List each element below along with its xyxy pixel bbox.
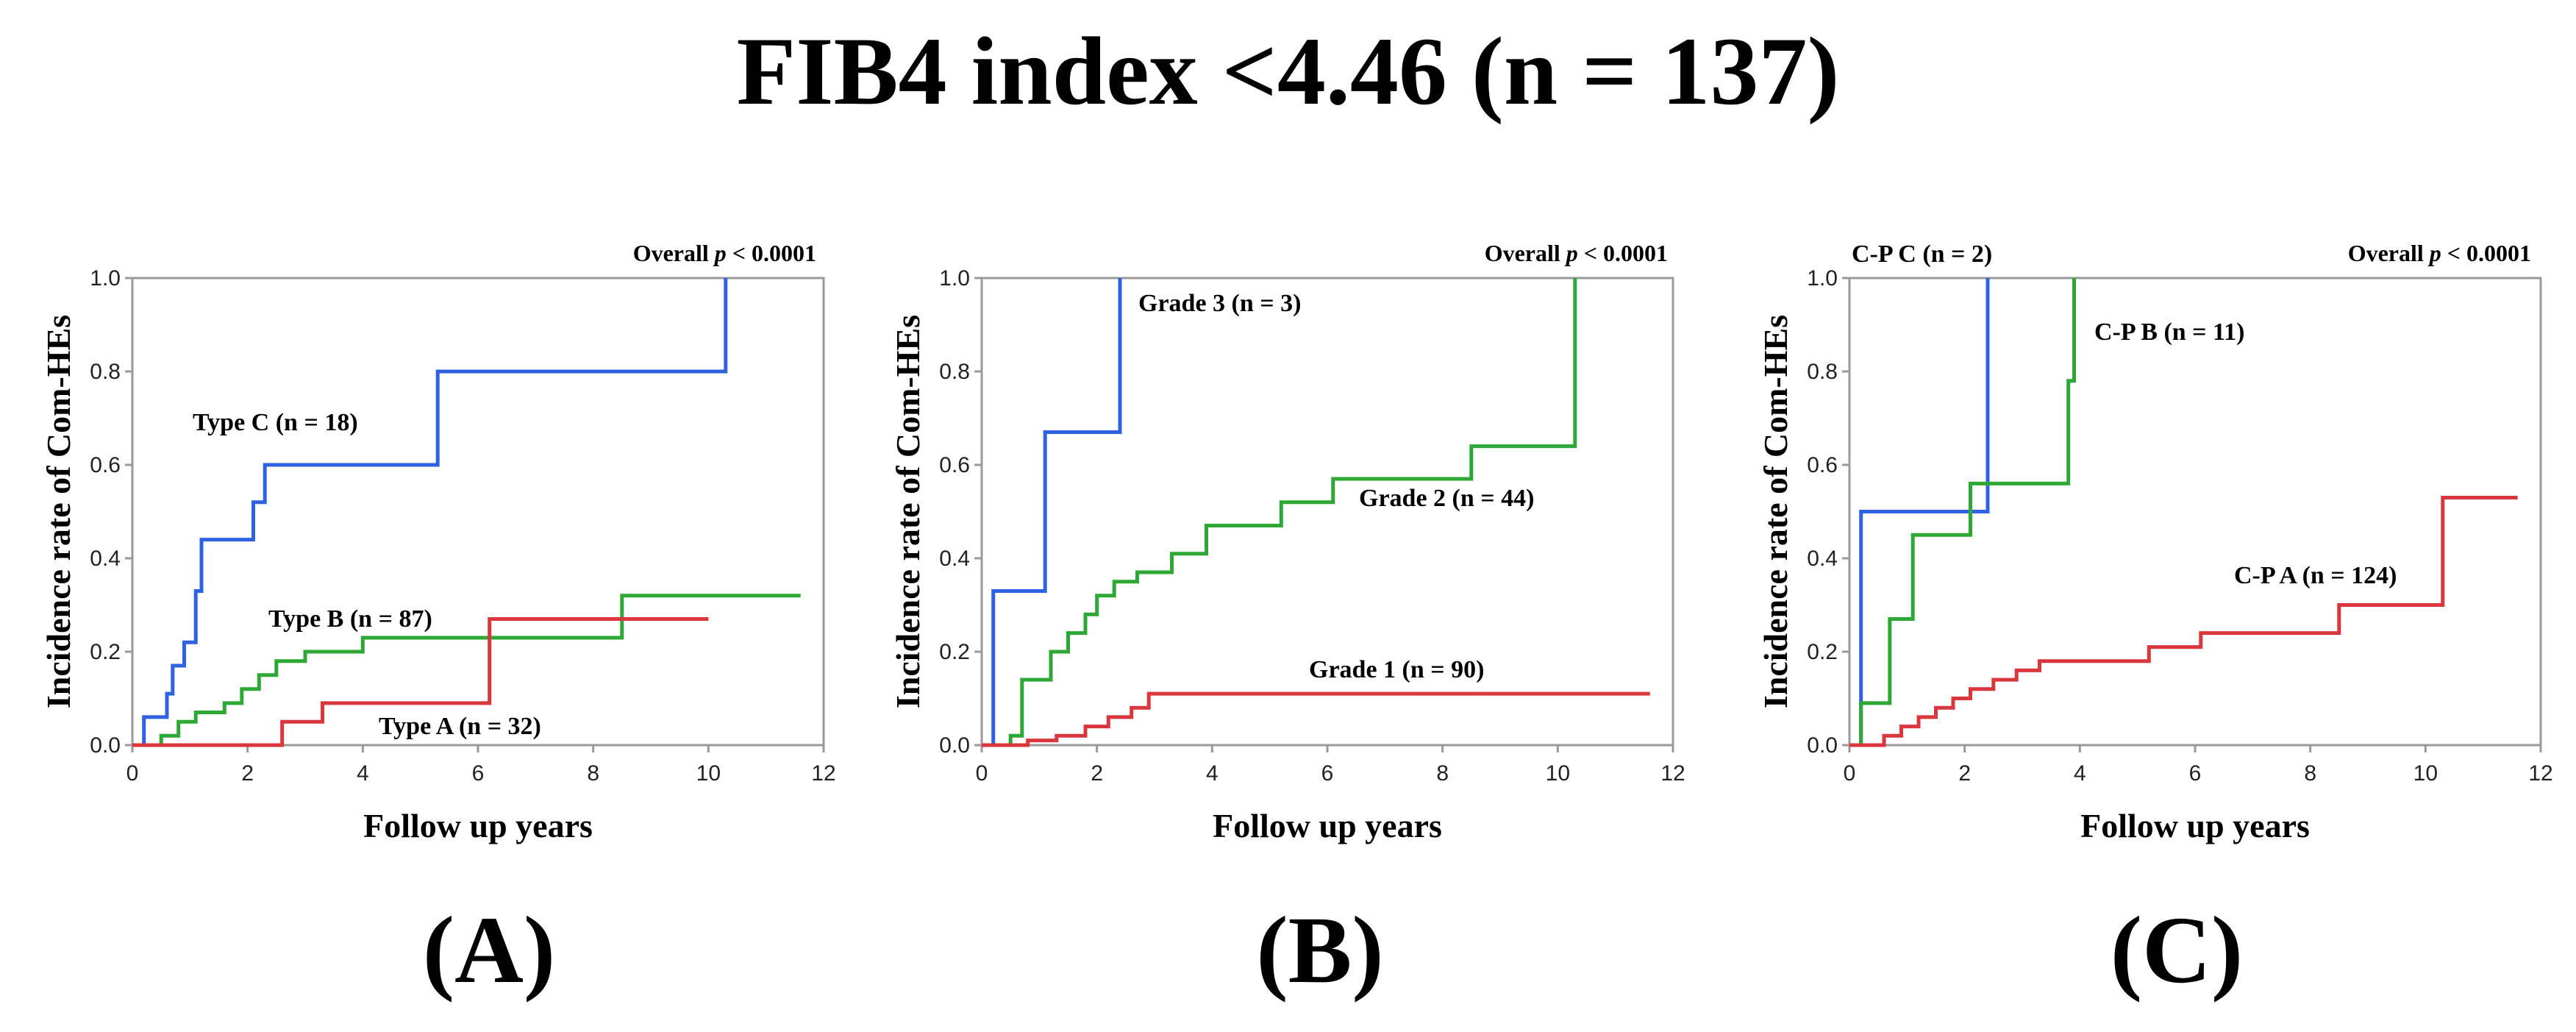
x-tick-label: 8: [1436, 761, 1449, 786]
y-tick-label: 0.6: [939, 453, 970, 477]
x-tick-label: 10: [2413, 761, 2438, 786]
y-tick-label: 0.6: [1807, 453, 1838, 477]
panel-c: 0.0 0.2 0.4 0.6 0.8 1.0 0 2 4 6 8 10 12 Follow up yea…: [1757, 240, 2553, 1003]
x-tick-label: 6: [1321, 761, 1334, 786]
y-tick-label: 0.0: [90, 733, 121, 758]
series-line-green: [1855, 278, 2076, 747]
y-tick-label: 0.2: [1807, 640, 1838, 664]
p-value-label: Overall p < 0.0001: [1485, 240, 1668, 266]
x-tick-label: 8: [2304, 761, 2316, 786]
y-tick-label: 0.0: [939, 733, 970, 758]
y-axis-label: Incidence rate of Com-HEs: [40, 315, 77, 708]
p-value-label: Overall p < 0.0001: [633, 240, 816, 266]
series-line-green: [987, 278, 1577, 747]
y-axis-label: Incidence rate of Com-HEs: [1757, 315, 1794, 708]
y-tick-label: 1.0: [90, 266, 121, 291]
x-axis-label: Follow up years: [2080, 807, 2310, 844]
series-label: Grade 3 (n = 3): [1138, 290, 1301, 317]
series-label: Type A (n = 32): [379, 713, 541, 740]
y-tick-label: 0.8: [939, 360, 970, 384]
series-line-red: [1849, 496, 2518, 747]
x-tick-label: 12: [2528, 761, 2552, 786]
series-line-blue: [991, 278, 1122, 745]
series-line-red: [132, 617, 709, 747]
y-tick-label: 0.6: [90, 453, 121, 477]
series-line-green: [143, 594, 801, 747]
x-axis-label: Follow up years: [363, 807, 593, 844]
y-tick-label: 1.0: [1807, 266, 1838, 291]
y-tick-label: 0.2: [90, 640, 121, 664]
series-line-red: [982, 691, 1650, 747]
x-tick-label: 10: [696, 761, 721, 786]
panel-letter: (C): [2111, 897, 2243, 1003]
series-label: Type B (n = 87): [268, 605, 432, 633]
plot-frame: [131, 277, 825, 747]
x-tick-label: 6: [2189, 761, 2202, 786]
x-tick-label: 2: [1091, 761, 1103, 786]
figure-title: FIB4 index <4.46 (n = 137): [736, 17, 1840, 125]
x-tick-label: 0: [1844, 761, 1856, 786]
p-value-label: Overall p < 0.0001: [2348, 240, 2531, 266]
x-tick-label: 10: [1546, 761, 1570, 786]
series-label: Type C (n = 18): [193, 409, 358, 436]
y-tick-label: 0.2: [939, 640, 970, 664]
series-label: C-P B (n = 11): [2094, 319, 2245, 346]
series-line-blue: [138, 278, 728, 747]
x-tick-label: 8: [587, 761, 599, 786]
y-tick-label: 0.0: [1807, 733, 1838, 758]
x-tick-label: 2: [1958, 761, 1971, 786]
x-tick-label: 4: [357, 761, 369, 786]
panel-letter: (A): [423, 897, 555, 1003]
x-tick-label: 4: [1206, 761, 1219, 786]
x-tick-label: 12: [1660, 761, 1685, 786]
y-tick-label: 0.4: [1807, 547, 1838, 571]
x-tick-label: 6: [472, 761, 485, 786]
x-tick-label: 12: [811, 761, 835, 786]
x-axis-label: Follow up years: [1213, 807, 1442, 844]
series-label: Grade 1 (n = 90): [1309, 656, 1484, 683]
x-tick-label: 2: [241, 761, 254, 786]
y-axis-label: Incidence rate of Com-HEs: [889, 315, 927, 708]
y-tick-label: 1.0: [939, 266, 970, 291]
series-label: C-P A (n = 124): [2234, 562, 2397, 589]
series-label: Grade 2 (n = 44): [1359, 485, 1534, 512]
x-tick-label: 4: [2074, 761, 2086, 786]
series-line-blue: [1859, 278, 1990, 745]
y-tick-label: 0.4: [90, 547, 121, 571]
y-tick-label: 0.8: [1807, 360, 1838, 384]
y-tick-label: 0.8: [90, 360, 121, 384]
panel-a: 0.0 0.2 0.4 0.6 0.8 1.0 0 2 4 6 8 10 12 Follow up yea…: [40, 240, 836, 1003]
y-tick-label: 0.4: [939, 547, 970, 571]
x-tick-label: 0: [976, 761, 988, 786]
panel-b: 0.0 0.2 0.4 0.6 0.8 1.0 0 2 4 6 8 10 12 Follow up yea…: [889, 240, 1685, 1003]
panel-letter: (B): [1256, 897, 1383, 1003]
series-label: C-P C (n = 2): [1852, 241, 1992, 268]
x-tick-label: 0: [126, 761, 139, 786]
